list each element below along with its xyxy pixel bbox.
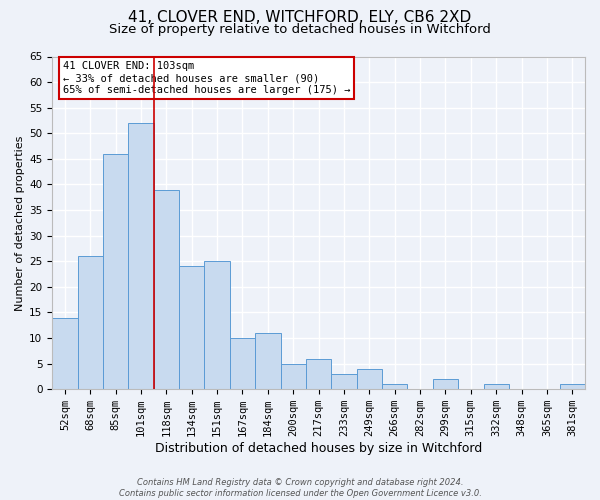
Text: 41 CLOVER END: 103sqm
← 33% of detached houses are smaller (90)
65% of semi-deta: 41 CLOVER END: 103sqm ← 33% of detached …: [63, 62, 350, 94]
Bar: [382, 384, 407, 389]
Bar: [128, 123, 154, 389]
Bar: [331, 374, 356, 389]
Bar: [179, 266, 205, 389]
Bar: [52, 318, 77, 389]
Text: Contains HM Land Registry data © Crown copyright and database right 2024.
Contai: Contains HM Land Registry data © Crown c…: [119, 478, 481, 498]
Y-axis label: Number of detached properties: Number of detached properties: [15, 135, 25, 310]
Bar: [433, 379, 458, 389]
Bar: [255, 333, 281, 389]
Text: Size of property relative to detached houses in Witchford: Size of property relative to detached ho…: [109, 22, 491, 36]
Bar: [154, 190, 179, 389]
Text: 41, CLOVER END, WITCHFORD, ELY, CB6 2XD: 41, CLOVER END, WITCHFORD, ELY, CB6 2XD: [128, 10, 472, 25]
Bar: [306, 358, 331, 389]
X-axis label: Distribution of detached houses by size in Witchford: Distribution of detached houses by size …: [155, 442, 482, 455]
Bar: [281, 364, 306, 389]
Bar: [356, 368, 382, 389]
Bar: [77, 256, 103, 389]
Bar: [230, 338, 255, 389]
Bar: [560, 384, 585, 389]
Bar: [205, 262, 230, 389]
Bar: [103, 154, 128, 389]
Bar: [484, 384, 509, 389]
